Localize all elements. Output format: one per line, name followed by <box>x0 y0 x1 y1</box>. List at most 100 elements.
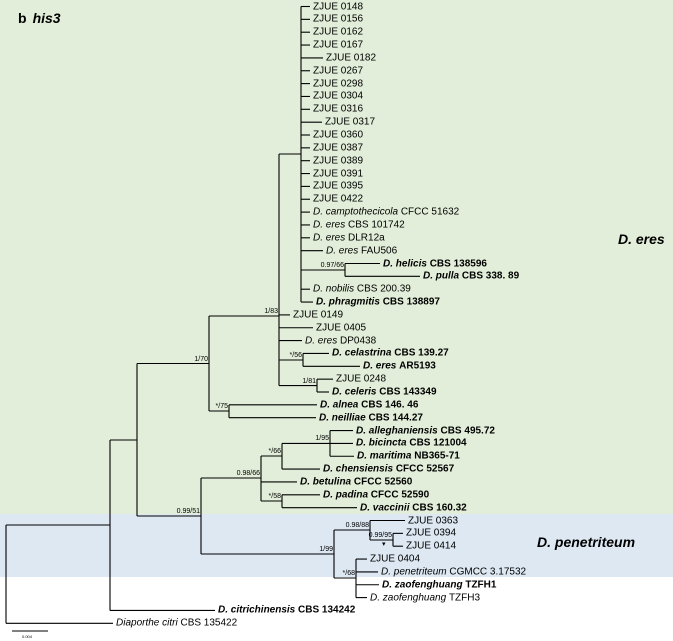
taxon-label: ZJUE 0267 <box>313 65 363 76</box>
taxon-label: D. vaccinii CBS 160.32 <box>360 502 467 513</box>
species-name: D. padina <box>323 489 371 501</box>
taxon-label: ZJUE 0317 <box>325 117 375 128</box>
taxon-label: ZJUE 0363 <box>408 515 458 526</box>
taxon-label: ZJUE 0389 <box>313 155 363 166</box>
taxon-label: ZJUE 0414 <box>406 541 456 552</box>
taxon-label: ZJUE 0162 <box>313 27 363 38</box>
species-name: D. bicincta <box>356 437 410 449</box>
strain-id: CBS 143349 <box>379 386 437 398</box>
figure-title: b his3 <box>18 10 61 26</box>
taxon-label: D. eres FAU506 <box>326 245 397 256</box>
species-name: D. celastrina <box>332 347 395 359</box>
species-name: D. pulla <box>423 270 462 282</box>
panel-letter: b <box>18 10 27 26</box>
strain-id: ZJUE 0395 <box>313 180 364 192</box>
strain-id: ZJUE 0162 <box>313 26 364 38</box>
strain-id: ZJUE 0405 <box>316 322 367 334</box>
strain-id: CBS 135422 <box>180 617 238 629</box>
taxon-label: D. celastrina CBS 139.27 <box>332 348 449 359</box>
strain-id: ZJUE 0391 <box>313 168 364 180</box>
species-name: D. vaccinii <box>360 502 413 514</box>
taxon-label: ZJUE 0391 <box>313 168 363 179</box>
species-name: Diaporthe citri <box>116 617 181 629</box>
support-value: 1/70 <box>194 355 208 363</box>
strain-id: ZJUE 0316 <box>313 103 364 115</box>
strain-id: CBS 495.72 <box>440 425 495 437</box>
species-name: D. camptothecicola <box>313 206 401 218</box>
species-name: D. maritima <box>357 450 415 462</box>
strain-id: DLR12a <box>348 232 385 244</box>
taxon-label: D. penetriteum CGMCC 3.17532 <box>381 566 526 577</box>
taxon-label: D. phragmitis CBS 138897 <box>316 297 440 308</box>
support-value: */58 <box>268 493 281 500</box>
strain-id: ZJUE 0422 <box>313 193 364 205</box>
strain-id: AR5193 <box>399 360 436 372</box>
support-value: */66 <box>268 448 281 455</box>
gene-name: his3 <box>32 10 61 26</box>
species-name: D. helicis <box>383 258 430 269</box>
scale-bar-label: 0.004 <box>22 634 33 639</box>
strain-id: CBS 160.32 <box>412 502 467 514</box>
strain-id: ZJUE 0267 <box>313 65 364 77</box>
strain-id: CBS 139.27 <box>394 347 449 359</box>
strain-id: ZJUE 0248 <box>336 373 387 385</box>
taxon-label: D. maritima NB365-71 <box>357 451 460 462</box>
clade-label-d-eres: D. eres <box>618 231 665 247</box>
strain-id: ZJUE 0156 <box>313 13 364 25</box>
taxon-label: ZJUE 0148 <box>313 1 363 12</box>
strain-id: ZJUE 0389 <box>313 155 364 167</box>
strain-id: ZJUE 0363 <box>408 515 459 526</box>
taxon-label: ZJUE 0404 <box>370 554 420 565</box>
strain-id: ZJUE 0304 <box>313 90 364 102</box>
taxon-label: D. alnea CBS 146. 46 <box>320 399 418 410</box>
support-value: 0.99/95 <box>368 532 392 539</box>
species-name: D. neilliae <box>319 412 369 424</box>
strain-id: ZJUE 0394 <box>406 527 457 539</box>
support-value: 0.98/88 <box>345 522 369 529</box>
strain-id: CBS 121004 <box>409 437 467 449</box>
taxon-label: ZJUE 0316 <box>313 104 363 115</box>
taxon-label: D. citrichinensis CBS 134242 <box>218 605 355 616</box>
strain-id: CFCC 52590 <box>370 489 430 501</box>
taxon-label: D. eres DLR12a <box>313 232 385 243</box>
taxon-label: ZJUE 0149 <box>293 309 343 320</box>
taxon-label: D. eres AR5193 <box>363 361 436 372</box>
taxon-label: ZJUE 0248 <box>336 374 386 385</box>
taxon-label: D. eres DP0438 <box>305 335 376 346</box>
strain-id: ZJUE 0182 <box>326 52 377 64</box>
strain-id: ZJUE 0298 <box>313 78 364 90</box>
taxon-label: Diaporthe citri CBS 135422 <box>116 618 237 629</box>
species-name: D. eres <box>313 219 349 231</box>
species-name: D. betulina <box>300 476 354 488</box>
strain-id: ZJUE 0404 <box>370 553 421 565</box>
d-penetriteum-clade-band <box>0 514 673 577</box>
taxon-label: D. zaofenghuang TZFH3 <box>370 592 480 603</box>
species-name: D. zaofenghuang <box>382 579 466 591</box>
taxon-label: ZJUE 0156 <box>313 14 363 25</box>
support-value: */56 <box>289 352 302 359</box>
strain-id: CBS 138897 <box>382 296 440 308</box>
species-name: D. eres <box>363 360 400 372</box>
species-name: D. eres <box>326 245 362 257</box>
taxon-label: D. celeris CBS 143349 <box>332 387 437 398</box>
taxon-label: D. pulla CBS 338. 89 <box>423 271 519 282</box>
taxon-label: D. chensiensis CFCC 52567 <box>323 464 454 475</box>
strain-id: ZJUE 0167 <box>313 39 364 51</box>
strain-id: ZJUE 0317 <box>325 116 376 128</box>
clade-label-d-penetriteum: D. penetriteum <box>537 534 636 550</box>
species-name: D. alnea <box>320 399 362 411</box>
strain-id: TZFH3 <box>448 592 481 604</box>
taxon-label: D. neilliae CBS 144.27 <box>319 412 423 423</box>
taxon-label: ZJUE 0387 <box>313 142 363 153</box>
support-value: 0.98/66 <box>236 470 260 477</box>
taxon-label: ZJUE 0395 <box>313 181 363 192</box>
taxon-label: ZJUE 0167 <box>313 40 363 51</box>
strain-id: FAU506 <box>361 245 398 257</box>
species-name: D. alleghaniensis <box>356 425 441 437</box>
strain-id: CFCC 52560 <box>353 476 413 488</box>
strain-id: TZFH1 <box>465 579 497 591</box>
strain-id: CBS 200.39 <box>356 283 411 295</box>
strain-id: CFCC 51632 <box>400 206 460 218</box>
species-name: D. celeris <box>332 386 380 398</box>
